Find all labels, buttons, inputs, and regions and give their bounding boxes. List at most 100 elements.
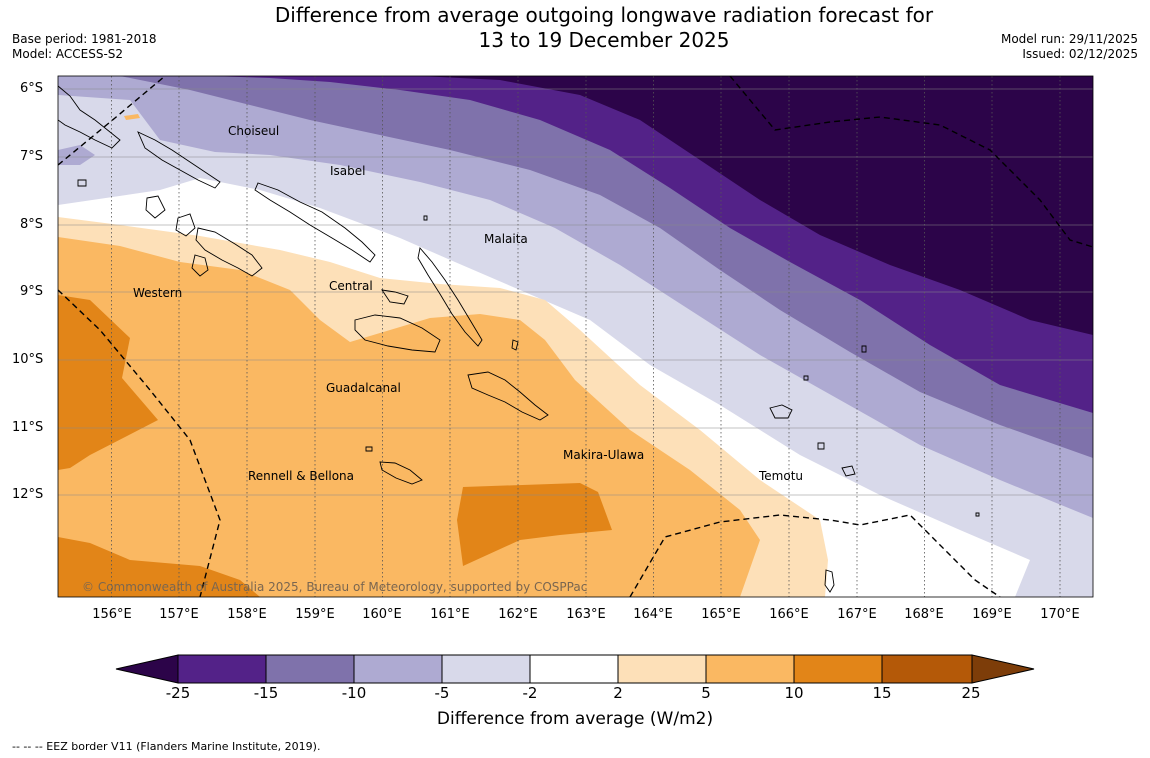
island-bellona bbox=[365, 446, 373, 452]
lon-label: 168°E bbox=[904, 607, 944, 622]
colorbar-seg-8 bbox=[793, 654, 883, 684]
map-area bbox=[58, 76, 1093, 597]
colorbar-above-max bbox=[971, 654, 1035, 684]
island-vella-lavella bbox=[145, 195, 166, 219]
island-rendova bbox=[191, 254, 209, 277]
lat-label: 12°S bbox=[12, 487, 44, 502]
lat-label: 6°S bbox=[20, 81, 44, 96]
eez-border bbox=[58, 76, 1093, 597]
colorbar-tick: 15 bbox=[872, 684, 892, 702]
island-malaita bbox=[417, 247, 483, 347]
title-line-2: 13 to 19 December 2025 bbox=[478, 28, 730, 52]
colorbar-tick: -2 bbox=[522, 684, 538, 702]
place-makira-ulawa: Makira-Ulawa bbox=[563, 448, 645, 462]
island-kolombangara bbox=[175, 213, 196, 237]
island-anuta bbox=[975, 512, 980, 517]
colorbar-tick: -25 bbox=[165, 684, 191, 702]
lat-label: 10°S bbox=[12, 352, 44, 367]
place-isabel: Isabel bbox=[330, 164, 366, 178]
lat-label: 7°S bbox=[20, 149, 44, 164]
island-reef-3 bbox=[423, 215, 428, 221]
colorbar-tick: -5 bbox=[434, 684, 450, 702]
lat-label: 11°S bbox=[12, 420, 44, 435]
band-pos-10-15-sw bbox=[58, 537, 260, 597]
title-line-1: Difference from average outgoing longwav… bbox=[274, 3, 934, 27]
lat-label: 8°S bbox=[20, 217, 44, 232]
place-rennell-bellona: Rennell & Bellona bbox=[248, 469, 355, 483]
band-neg-patch bbox=[58, 145, 95, 165]
island-nggela bbox=[381, 289, 409, 305]
lon-label: 158°E bbox=[227, 607, 267, 622]
lon-label: 160°E bbox=[362, 607, 402, 622]
lat-label: 9°S bbox=[20, 284, 44, 299]
footer-note: -- -- -- EEZ border V11 (Flanders Marine… bbox=[12, 740, 321, 753]
lon-label: 166°E bbox=[769, 607, 809, 622]
lon-label: 170°E bbox=[1040, 607, 1080, 622]
colorbar-tick: 2 bbox=[613, 684, 623, 702]
island-reef-2 bbox=[861, 345, 867, 353]
lon-label: 156°E bbox=[92, 607, 132, 622]
place-western: Western bbox=[133, 286, 183, 300]
base-period: Base period: 1981-2018 bbox=[12, 32, 157, 46]
island-torres bbox=[824, 569, 835, 593]
colorbar-below-min bbox=[115, 654, 179, 684]
island-santa-cruz bbox=[769, 404, 793, 419]
colorbar-title: Difference from average (W/m2) bbox=[436, 709, 714, 729]
place-malaita: Malaita bbox=[484, 232, 528, 246]
island-ulawa bbox=[511, 339, 519, 351]
copyright-notice: © Commonwealth of Australia 2025, Bureau… bbox=[82, 580, 588, 594]
colorbar-seg-9 bbox=[881, 654, 973, 684]
colorbar bbox=[115, 654, 1035, 684]
island-shortlands bbox=[77, 179, 87, 187]
lon-label: 165°E bbox=[701, 607, 741, 622]
lon-label: 161°E bbox=[430, 607, 470, 622]
lon-label: 167°E bbox=[837, 607, 877, 622]
band-pos-10-15-west bbox=[58, 295, 158, 470]
colorbar-seg-4 bbox=[441, 654, 531, 684]
lon-label: 162°E bbox=[498, 607, 538, 622]
island-vanikoro bbox=[841, 465, 856, 477]
colorbar-tick: -10 bbox=[341, 684, 367, 702]
model-run: Model run: 29/11/2025 bbox=[1000, 32, 1138, 46]
island-guadalcanal bbox=[354, 314, 441, 353]
place-central: Central bbox=[329, 279, 373, 293]
island-choiseul bbox=[137, 131, 221, 189]
colorbar-seg-2 bbox=[265, 654, 355, 684]
island-isabel bbox=[254, 182, 376, 263]
place-guadalcanal: Guadalcanal bbox=[326, 381, 401, 395]
lon-label: 163°E bbox=[566, 607, 606, 622]
colorbar-tick: -15 bbox=[253, 684, 279, 702]
colorbar-seg-1 bbox=[177, 654, 267, 684]
band-pos-10-15-south bbox=[457, 483, 612, 566]
place-choiseul: Choiseul bbox=[228, 124, 280, 138]
grid bbox=[111, 76, 1061, 597]
lat-grid bbox=[58, 88, 1093, 496]
band-pos-patch bbox=[124, 114, 140, 120]
colorbar-tick: 5 bbox=[701, 684, 711, 702]
chart-title: Difference from average outgoing longwav… bbox=[200, 3, 1008, 53]
meta-left: Base period: 1981-2018 Model: ACCESS-S2 bbox=[12, 32, 157, 62]
lon-label: 157°E bbox=[159, 607, 199, 622]
lon-label: 159°E bbox=[295, 607, 335, 622]
issued-date: Issued: 02/12/2025 bbox=[1022, 47, 1138, 61]
colorbar-seg-7 bbox=[705, 654, 795, 684]
colorbar-seg-3 bbox=[353, 654, 443, 684]
colorbar-seg-5 bbox=[529, 654, 619, 684]
island-new-georgia bbox=[195, 227, 263, 277]
island-bougainville bbox=[58, 85, 121, 149]
island-rennell bbox=[379, 461, 423, 485]
island-reef-1 bbox=[803, 375, 809, 381]
colorbar-seg-6 bbox=[617, 654, 707, 684]
island-utupua bbox=[817, 442, 825, 450]
place-temotu: Temotu bbox=[759, 469, 804, 483]
model-name: Model: ACCESS-S2 bbox=[12, 47, 124, 61]
colorbar-tick: 10 bbox=[784, 684, 804, 702]
island-makira bbox=[467, 371, 549, 421]
coastlines bbox=[58, 85, 980, 593]
lon-label: 169°E bbox=[972, 607, 1012, 622]
map-frame bbox=[57, 75, 1094, 598]
lon-label: 164°E bbox=[633, 607, 673, 622]
colorbar-tick: 25 bbox=[961, 684, 981, 702]
meta-right: Model run: 29/11/2025 Issued: 02/12/2025 bbox=[1001, 32, 1138, 62]
